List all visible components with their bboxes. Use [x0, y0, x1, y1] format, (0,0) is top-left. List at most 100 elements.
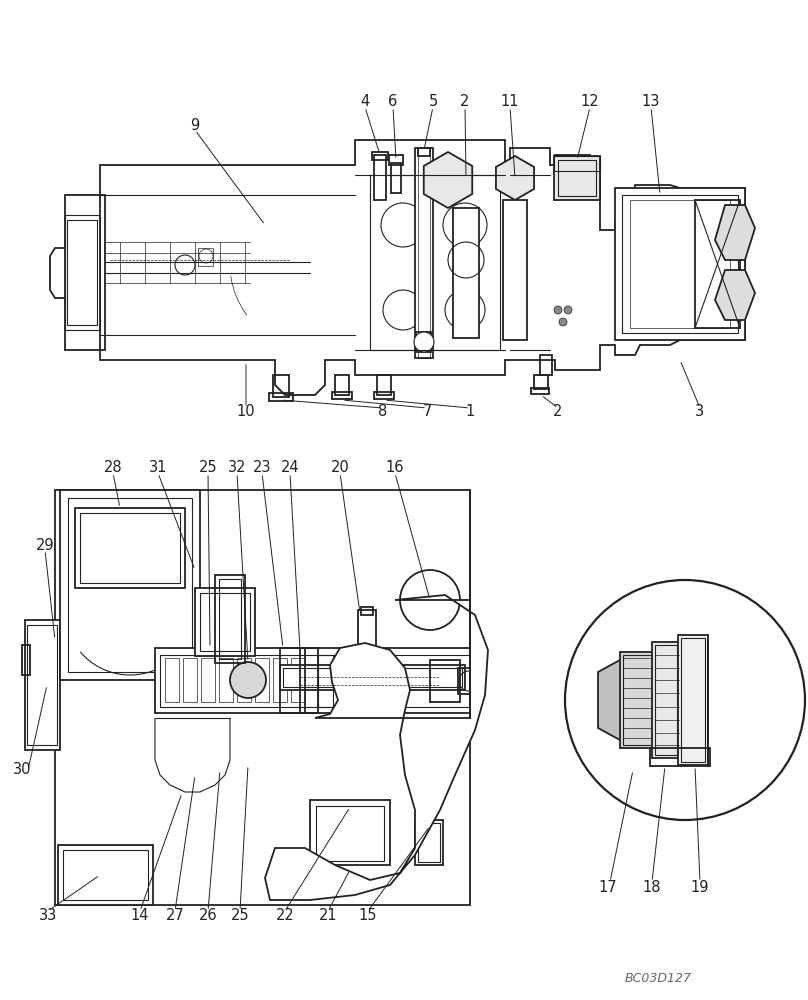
- Bar: [68, 498, 192, 672]
- Text: 4: 4: [360, 95, 369, 109]
- Bar: [503, 200, 527, 340]
- Polygon shape: [715, 205, 755, 260]
- Bar: [280, 665, 465, 690]
- Polygon shape: [155, 718, 230, 792]
- Bar: [453, 208, 479, 338]
- Text: 14: 14: [131, 908, 149, 924]
- Text: 8: 8: [378, 404, 388, 420]
- Text: 32: 32: [228, 460, 246, 476]
- Polygon shape: [715, 270, 755, 320]
- Bar: [255, 658, 269, 702]
- Text: 21: 21: [318, 908, 337, 924]
- Circle shape: [564, 306, 572, 314]
- Bar: [650, 748, 710, 766]
- Text: 11: 11: [501, 95, 520, 109]
- Bar: [678, 635, 708, 765]
- Bar: [540, 355, 552, 375]
- Bar: [273, 375, 289, 397]
- Bar: [27, 625, 57, 745]
- Bar: [310, 800, 390, 865]
- Bar: [630, 200, 730, 328]
- Text: 18: 18: [642, 880, 661, 896]
- Text: 23: 23: [253, 460, 271, 476]
- Bar: [531, 388, 549, 394]
- Bar: [655, 645, 677, 755]
- Text: 25: 25: [231, 908, 250, 924]
- Text: 26: 26: [199, 908, 217, 924]
- Bar: [415, 148, 433, 358]
- Circle shape: [175, 255, 195, 275]
- Bar: [358, 610, 376, 665]
- Text: 2: 2: [553, 404, 562, 420]
- Bar: [623, 655, 652, 745]
- Bar: [65, 195, 105, 350]
- Text: 28: 28: [103, 460, 122, 476]
- Bar: [25, 620, 60, 750]
- Bar: [283, 668, 462, 687]
- Text: 6: 6: [389, 95, 398, 109]
- Bar: [391, 163, 401, 193]
- Bar: [60, 490, 200, 680]
- Text: 24: 24: [280, 460, 299, 476]
- Text: 12: 12: [581, 95, 600, 109]
- Bar: [280, 648, 305, 713]
- Bar: [215, 575, 245, 663]
- Text: 13: 13: [642, 95, 660, 109]
- Bar: [418, 148, 430, 156]
- Text: 16: 16: [385, 460, 404, 476]
- Bar: [63, 850, 148, 900]
- Circle shape: [554, 306, 562, 314]
- Text: 17: 17: [599, 880, 617, 896]
- Bar: [237, 658, 251, 702]
- Bar: [430, 660, 460, 702]
- Bar: [318, 655, 333, 707]
- Bar: [65, 215, 100, 330]
- Polygon shape: [50, 248, 65, 298]
- Bar: [377, 375, 391, 395]
- Bar: [219, 579, 241, 659]
- Polygon shape: [265, 595, 488, 900]
- Bar: [695, 200, 740, 328]
- Text: 20: 20: [330, 460, 349, 476]
- Text: 9: 9: [191, 117, 200, 132]
- Text: 3: 3: [696, 404, 705, 420]
- Bar: [558, 160, 596, 196]
- Bar: [195, 588, 255, 656]
- Text: 29: 29: [36, 538, 54, 552]
- Bar: [389, 155, 403, 165]
- Bar: [554, 156, 600, 200]
- Bar: [415, 820, 443, 865]
- Bar: [620, 652, 655, 748]
- Bar: [165, 658, 179, 702]
- Bar: [300, 648, 318, 713]
- Bar: [372, 152, 388, 160]
- Bar: [615, 188, 745, 340]
- Bar: [201, 658, 215, 702]
- Bar: [55, 490, 470, 905]
- Bar: [183, 658, 197, 702]
- Bar: [269, 393, 293, 401]
- Text: 15: 15: [359, 908, 377, 924]
- Text: 5: 5: [428, 95, 438, 109]
- Bar: [458, 668, 480, 694]
- Bar: [22, 645, 30, 675]
- Bar: [198, 248, 213, 266]
- Bar: [67, 220, 97, 325]
- Text: 19: 19: [691, 880, 709, 896]
- Text: 7: 7: [423, 404, 431, 420]
- Polygon shape: [598, 660, 625, 740]
- Circle shape: [230, 662, 266, 698]
- Bar: [374, 155, 386, 200]
- Bar: [416, 332, 431, 352]
- Bar: [219, 658, 233, 702]
- Text: 31: 31: [149, 460, 167, 476]
- Bar: [622, 195, 738, 333]
- Polygon shape: [100, 140, 745, 395]
- Bar: [418, 148, 430, 358]
- Bar: [291, 658, 305, 702]
- Polygon shape: [496, 156, 534, 200]
- Bar: [332, 392, 352, 399]
- Bar: [155, 648, 475, 713]
- Circle shape: [559, 318, 567, 326]
- Text: 33: 33: [39, 908, 57, 924]
